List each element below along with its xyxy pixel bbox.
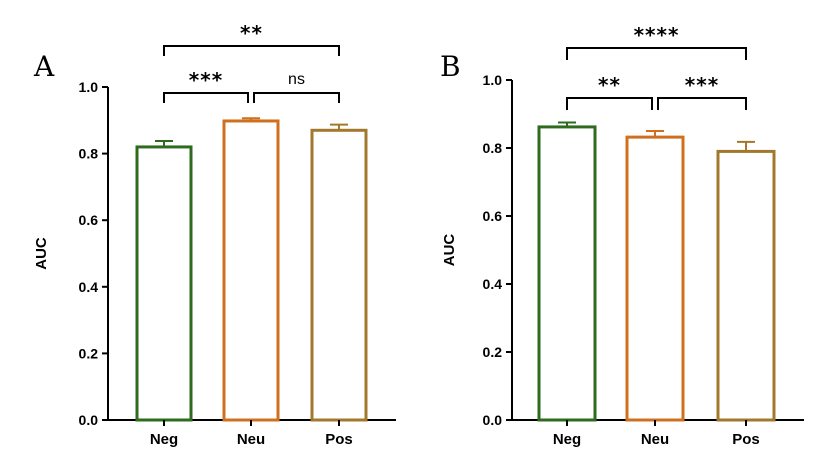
- y-axis-label: AUC: [441, 234, 458, 267]
- panel-label: A: [33, 50, 55, 83]
- bar-neu: [625, 135, 685, 422]
- significance-label: ns: [288, 71, 305, 88]
- y-tick-label: 0.0: [79, 412, 99, 428]
- significance-label: **: [240, 21, 263, 45]
- x-tick-label: Neg: [553, 431, 581, 448]
- x-tick-label: Neu: [641, 431, 669, 448]
- y-axis-label: AUC: [33, 237, 50, 270]
- y-tick-label: 0.0: [483, 412, 503, 428]
- y-tick-label: 1.0: [483, 72, 503, 88]
- bar-neg: [537, 125, 597, 422]
- significance-label: ***: [685, 73, 719, 97]
- y-tick-label: 0.2: [483, 344, 503, 360]
- y-tick-label: 0.4: [79, 279, 99, 295]
- x-tick-label: Neu: [237, 431, 265, 448]
- bar-neu: [222, 119, 280, 422]
- y-tick-label: 0.6: [79, 212, 99, 228]
- x-tick-label: Pos: [732, 431, 760, 448]
- y-tick-label: 0.8: [483, 140, 503, 156]
- significance-label: ***: [189, 68, 223, 92]
- x-tick-label: Neg: [150, 431, 178, 448]
- significance-bracket: [566, 97, 653, 110]
- x-tick-label: Pos: [325, 431, 353, 448]
- y-tick-label: 1.0: [79, 79, 99, 95]
- bar-pos: [716, 149, 776, 422]
- significance-bracket: [657, 97, 747, 110]
- y-tick-label: 0.8: [79, 146, 99, 162]
- significance-bracket: [566, 47, 747, 60]
- panel-label: B: [440, 50, 461, 83]
- significance-bracket: [163, 92, 249, 103]
- significance-label: ****: [634, 23, 680, 47]
- chart-panel-a: A AUC 0.0 0.2 0.4 0.6 0.8 1.0 Neg Neu Pos *** ns **: [33, 21, 396, 448]
- significance-label: **: [598, 73, 621, 97]
- y-tick-label: 0.6: [483, 208, 503, 224]
- y-tick-label: 0.4: [483, 276, 503, 292]
- significance-bracket: [253, 92, 340, 103]
- significance-bracket: [163, 45, 340, 56]
- bar-neg: [135, 145, 193, 422]
- y-tick-label: 0.2: [79, 345, 99, 361]
- bar-pos: [310, 128, 368, 422]
